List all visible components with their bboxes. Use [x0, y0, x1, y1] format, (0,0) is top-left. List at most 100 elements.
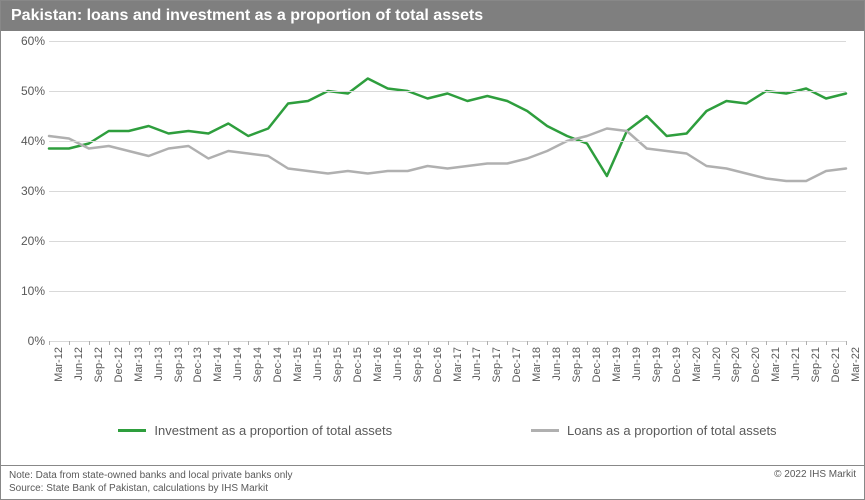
x-tick	[129, 341, 130, 345]
x-axis-label: Dec-12	[113, 347, 125, 382]
gridline	[49, 241, 846, 242]
x-axis-label: Jun-16	[392, 347, 404, 381]
legend: Investment as a proportion of total asse…	[49, 423, 846, 438]
x-tick	[248, 341, 249, 345]
x-axis-label: Mar-12	[53, 347, 65, 382]
x-axis-label: Dec-19	[671, 347, 683, 382]
x-tick	[687, 341, 688, 345]
x-axis-label: Sep-16	[412, 347, 424, 382]
x-tick	[607, 341, 608, 345]
x-axis-label: Sep-15	[332, 347, 344, 382]
x-tick	[288, 341, 289, 345]
gridline	[49, 91, 846, 92]
x-axis-label: Dec-20	[750, 347, 762, 382]
x-tick	[647, 341, 648, 345]
x-axis-label: Dec-21	[830, 347, 842, 382]
x-tick	[766, 341, 767, 345]
x-axis-label: Dec-17	[511, 347, 523, 382]
x-tick	[487, 341, 488, 345]
x-tick	[448, 341, 449, 345]
x-tick	[547, 341, 548, 345]
legend-label: Investment as a proportion of total asse…	[154, 423, 392, 438]
x-axis-label: Mar-17	[452, 347, 464, 382]
gridline	[49, 141, 846, 142]
x-tick	[368, 341, 369, 345]
x-axis-label: Jun-20	[711, 347, 723, 381]
x-tick	[627, 341, 628, 345]
footer-note: Note: Data from state-owned banks and lo…	[9, 469, 293, 482]
x-axis-label: Jun-19	[631, 347, 643, 381]
chart-footer: Note: Data from state-owned banks and lo…	[1, 465, 864, 499]
x-axis-label: Dec-15	[352, 347, 364, 382]
x-axis-label: Dec-14	[272, 347, 284, 382]
x-axis-label: Jun-17	[471, 347, 483, 381]
x-tick	[826, 341, 827, 345]
x-tick	[208, 341, 209, 345]
x-axis-label: Sep-20	[730, 347, 742, 382]
y-axis-label: 50%	[7, 84, 45, 98]
x-axis-label: Sep-21	[810, 347, 822, 382]
x-tick	[428, 341, 429, 345]
x-axis-label: Sep-12	[93, 347, 105, 382]
x-tick	[707, 341, 708, 345]
x-tick	[746, 341, 747, 345]
x-tick	[49, 341, 50, 345]
legend-label: Loans as a proportion of total assets	[567, 423, 777, 438]
x-tick	[786, 341, 787, 345]
x-axis-label: Sep-17	[491, 347, 503, 382]
x-tick	[228, 341, 229, 345]
x-axis-label: Jun-12	[73, 347, 85, 381]
x-axis-label: Sep-14	[252, 347, 264, 382]
x-axis-label: Dec-16	[432, 347, 444, 382]
x-axis-label: Jun-14	[232, 347, 244, 381]
x-tick	[268, 341, 269, 345]
chart-title: Pakistan: loans and investment as a prop…	[11, 7, 483, 25]
gridline	[49, 41, 846, 42]
footer-source: Source: State Bank of Pakistan, calculat…	[9, 482, 293, 495]
x-axis-label: Sep-18	[571, 347, 583, 382]
x-tick	[188, 341, 189, 345]
x-tick	[89, 341, 90, 345]
plot-area: 0%10%20%30%40%50%60%Mar-12Jun-12Sep-12De…	[49, 41, 846, 341]
x-axis-label: Mar-18	[531, 347, 543, 382]
legend-swatch	[531, 429, 559, 432]
x-axis-label: Mar-13	[133, 347, 145, 382]
legend-item: Investment as a proportion of total asse…	[118, 423, 392, 438]
x-axis-label: Jun-13	[153, 347, 165, 381]
chart-title-bar: Pakistan: loans and investment as a prop…	[1, 1, 864, 31]
y-axis-label: 10%	[7, 284, 45, 298]
x-tick	[308, 341, 309, 345]
x-tick	[348, 341, 349, 345]
x-axis-label: Jun-15	[312, 347, 324, 381]
x-tick	[806, 341, 807, 345]
x-tick	[587, 341, 588, 345]
y-axis-label: 30%	[7, 184, 45, 198]
x-tick	[726, 341, 727, 345]
x-tick	[169, 341, 170, 345]
x-axis-label: Sep-13	[173, 347, 185, 382]
y-axis-label: 0%	[7, 334, 45, 348]
x-tick	[388, 341, 389, 345]
chart-area: 0% 10% 20% 30% 40% 50% 60% Mar-12 Jun-12 Sep-12 De…	[1, 31, 864, 431]
x-axis-label: Mar-14	[212, 347, 224, 382]
x-axis-label: Mar-21	[770, 347, 782, 382]
x-axis-label: Mar-22	[850, 347, 862, 382]
gridline	[49, 291, 846, 292]
x-axis-label: Mar-16	[372, 347, 384, 382]
gridline	[49, 191, 846, 192]
footer-copyright: © 2022 IHS Markit	[774, 469, 856, 480]
x-tick	[69, 341, 70, 345]
x-tick	[149, 341, 150, 345]
footer-notes: Note: Data from state-owned banks and lo…	[9, 469, 293, 495]
x-tick	[328, 341, 329, 345]
series-line	[49, 129, 846, 182]
series-line	[49, 79, 846, 177]
y-axis-label: 20%	[7, 234, 45, 248]
x-axis-label: Jun-18	[551, 347, 563, 381]
x-axis-label: Mar-15	[292, 347, 304, 382]
y-axis-label: 60%	[7, 34, 45, 48]
x-tick	[667, 341, 668, 345]
x-tick	[567, 341, 568, 345]
y-axis-label: 40%	[7, 134, 45, 148]
x-tick	[527, 341, 528, 345]
